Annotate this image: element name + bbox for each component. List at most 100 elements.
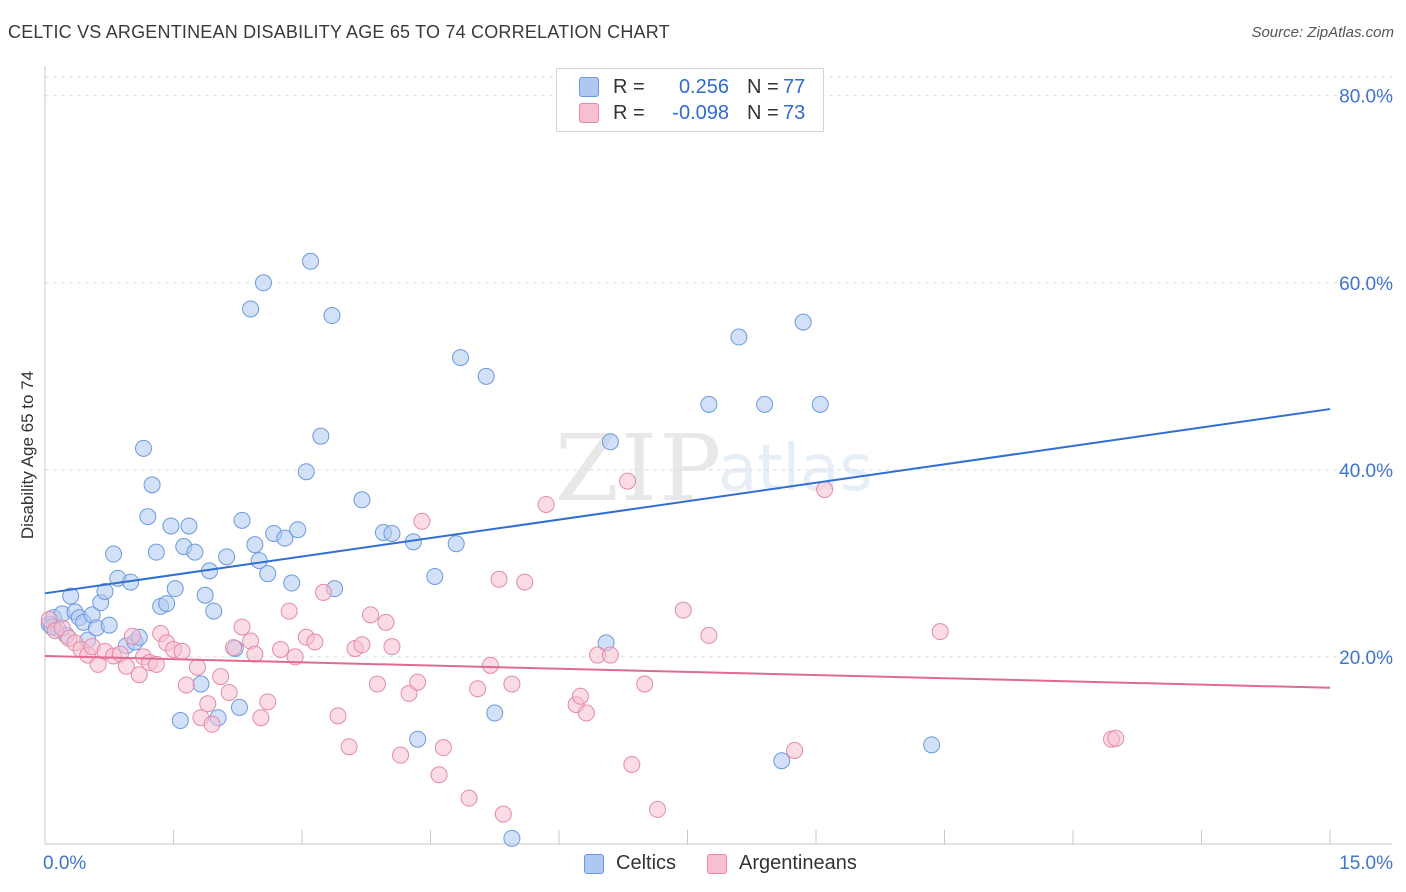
argentineans-point-13 [123, 627, 141, 645]
argentineans-point-34 [259, 693, 277, 711]
argentineans-point-30 [233, 618, 251, 636]
argentineans-point-45 [362, 606, 380, 624]
celtics-point-72 [773, 752, 791, 770]
celtics-point-70 [730, 328, 748, 346]
celtics-point-13 [96, 582, 114, 600]
celtics-point-15 [105, 545, 123, 563]
argentineans-point-14 [130, 666, 148, 684]
y-tick-label-1: 40.0% [1339, 461, 1393, 482]
celtics-point-26 [158, 595, 176, 613]
argentineans-point-51 [409, 673, 427, 691]
argentineans-point-68 [619, 472, 637, 490]
argentineans-point-74 [786, 741, 804, 759]
celtics-point-75 [923, 736, 941, 754]
argentineans-swatch [579, 103, 599, 123]
argentineans-point-57 [481, 656, 499, 674]
celtics-point-52 [302, 252, 320, 270]
celtics-point-43 [246, 536, 264, 554]
watermark-atlas: atlas [718, 432, 873, 506]
celtics-point-66 [503, 829, 521, 847]
celtics-point-46 [259, 565, 277, 583]
series-legend: Celtics Argentineans [0, 852, 1406, 878]
argentineans-point-54 [434, 739, 452, 757]
argentineans-point-52 [413, 512, 431, 530]
celtics-legend-swatch [584, 853, 604, 874]
argentineans-point-64 [571, 687, 589, 705]
argentineans-point-22 [177, 676, 195, 694]
celtics-n-label: N = [747, 75, 779, 98]
source-label: Source: ZipAtlas.com [1251, 24, 1394, 41]
celtics-point-73 [794, 313, 812, 331]
argentineans-point-55 [460, 789, 478, 807]
legend-item-argentineans[interactable]: Argentineans [707, 852, 857, 875]
argentineans-point-46 [368, 675, 386, 693]
argentineans-point-28 [220, 683, 238, 701]
celtics-point-64 [477, 367, 495, 385]
celtics-point-56 [353, 491, 371, 509]
argentineans-point-61 [516, 573, 534, 591]
argentineans-point-40 [314, 583, 332, 601]
argentineans-trend-line [44, 654, 1331, 689]
argentineans-point-39 [306, 633, 324, 651]
celtics-point-63 [451, 349, 469, 367]
celtics-point-50 [289, 521, 307, 539]
celtics-point-14 [100, 616, 118, 634]
argentineans-point-50 [400, 684, 418, 702]
argentineans-point-73 [700, 626, 718, 644]
celtics-point-34 [196, 586, 214, 604]
y-axis-label: Disability Age 65 to 74 [18, 370, 37, 540]
argentineans-legend-swatch [707, 853, 727, 874]
argentineans-point-76 [931, 623, 949, 641]
argentineans-point-44 [353, 636, 371, 654]
celtics-point-62 [447, 535, 465, 553]
celtics-point-49 [283, 574, 301, 592]
grid [45, 76, 1392, 658]
argentineans-point-65 [577, 704, 595, 722]
celtics-r-value: 0.256 [678, 75, 729, 98]
celtics-point-27 [162, 517, 180, 535]
argentineans-point-59 [494, 805, 512, 823]
argentineans-point-58 [490, 570, 508, 588]
celtics-point-33 [192, 675, 210, 693]
celtics-point-58 [383, 524, 401, 542]
celtics-point-41 [233, 511, 251, 529]
x-tick-label-max: 15.0% [1339, 853, 1393, 874]
celtics-point-5 [62, 587, 80, 605]
argentineans-point-32 [246, 645, 264, 663]
y-tick-label-0: 20.0% [1339, 648, 1393, 669]
celtics-legend-label: Celtics [616, 852, 677, 874]
argentineans-n-label: N = [747, 101, 779, 124]
argentineans-point-70 [636, 675, 654, 693]
tick-labels: 20.0% 40.0% 60.0% 80.0% 0.0% 15.0% [43, 87, 1393, 874]
argentineans-r-value: -0.098 [672, 101, 729, 124]
celtics-point-74 [811, 395, 829, 413]
argentineans-point-29 [224, 639, 242, 657]
legend-row-argentineans: R = -0.098 N = 73 [579, 100, 805, 126]
argentineans-point-67 [601, 646, 619, 664]
celtics-point-67 [601, 433, 619, 451]
argentineans-points [40, 472, 1125, 823]
argentineans-point-78 [1107, 729, 1125, 747]
argentineans-point-17 [147, 655, 165, 673]
celtics-point-22 [139, 508, 157, 526]
argentineans-point-69 [623, 755, 641, 773]
chart-title: CELTIC VS ARGENTINEAN DISABILITY AGE 65 … [8, 22, 670, 42]
argentineans-point-25 [199, 695, 217, 713]
argentineans-point-53 [430, 766, 448, 784]
argentineans-point-27 [212, 668, 230, 686]
celtics-trend-line [44, 408, 1331, 595]
celtics-point-42 [242, 300, 260, 318]
argentineans-point-33 [252, 709, 270, 727]
argentineans-point-71 [649, 800, 667, 818]
argentineans-point-48 [383, 638, 401, 656]
argentineans-r-label: R = [613, 101, 645, 124]
stats-legend: R = 0.256 N = 77 R = -0.098 N = 73 [556, 68, 824, 132]
argentineans-point-56 [469, 680, 487, 698]
argentineans-point-21 [173, 642, 191, 660]
legend-item-celtics[interactable]: Celtics [584, 852, 676, 875]
argentineans-point-42 [340, 738, 358, 756]
argentineans-point-72 [674, 601, 692, 619]
celtics-point-31 [180, 517, 198, 535]
argentineans-point-49 [392, 746, 410, 764]
